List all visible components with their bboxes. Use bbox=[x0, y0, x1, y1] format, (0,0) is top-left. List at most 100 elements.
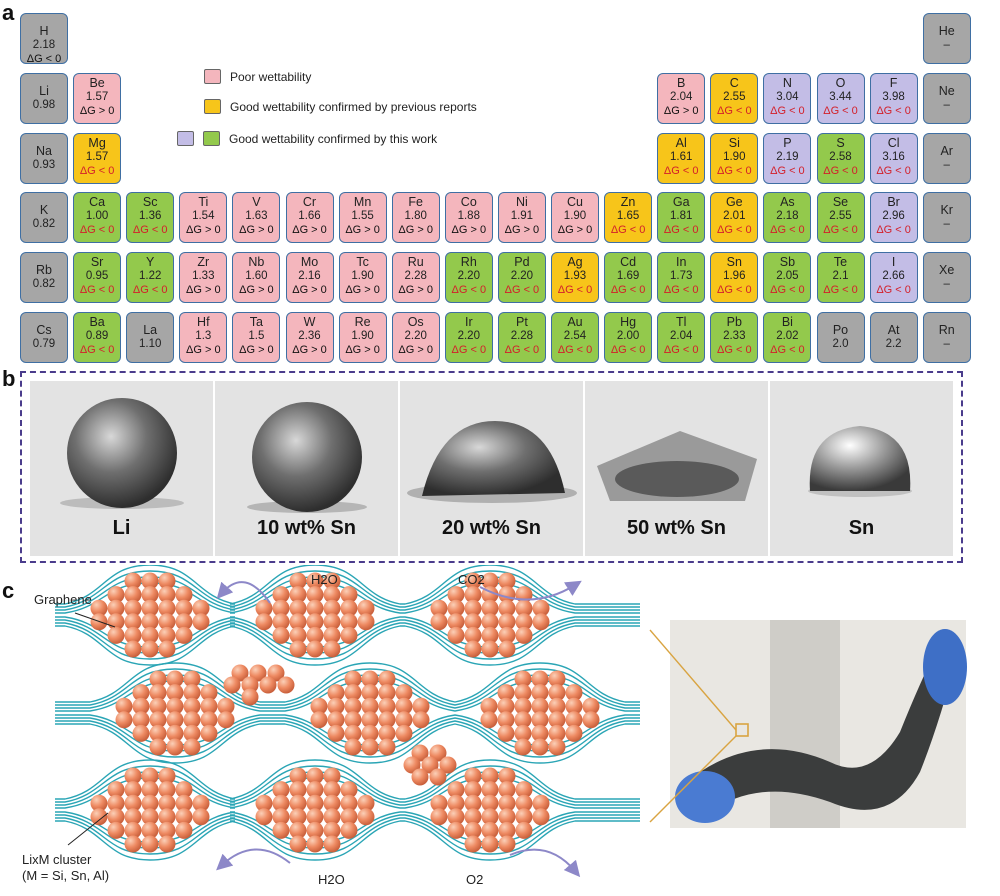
element-cell-ar: Ar – bbox=[922, 132, 971, 184]
legend-item-poor: Poor wettability bbox=[204, 69, 311, 84]
delta-g-label: ΔG < 0 bbox=[770, 224, 805, 237]
element-cell-br: Br 2.96 ΔG < 0 bbox=[869, 192, 918, 244]
droplet-image bbox=[60, 398, 184, 509]
h2o-top-arrow bbox=[216, 581, 271, 604]
lixm-sphere bbox=[395, 724, 413, 742]
element-symbol: He bbox=[938, 24, 955, 38]
element-symbol: Tl bbox=[675, 315, 687, 329]
lixm-sphere bbox=[447, 821, 465, 839]
co2-arrow bbox=[479, 580, 582, 601]
foil-photo bbox=[649, 620, 967, 828]
legend-text: Poor wettability bbox=[230, 69, 312, 84]
lixm-sphere bbox=[200, 724, 218, 742]
lixm-sphere bbox=[158, 599, 176, 617]
delta-g-label: ΔG < 0 bbox=[770, 164, 805, 177]
lixm-sphere bbox=[323, 613, 341, 631]
lixm-sphere bbox=[565, 697, 583, 715]
photo-10-sn: 10 wt% Sn bbox=[215, 381, 398, 556]
lixm-sphere bbox=[255, 808, 273, 826]
lixm-sphere bbox=[149, 684, 167, 702]
legend-item-previous: Good wettability confirmed by previous r… bbox=[204, 99, 477, 114]
lixm-sphere bbox=[132, 711, 150, 729]
electronegativity-value: 2.04 bbox=[669, 90, 693, 103]
lixm-sphere bbox=[532, 613, 550, 631]
lixm-sphere bbox=[340, 821, 358, 839]
element-symbol: Hg bbox=[620, 315, 637, 329]
element-cell-mn: Mn 1.55 ΔG > 0 bbox=[338, 192, 387, 244]
element-symbol: Os bbox=[407, 315, 424, 329]
electronegativity-value: 2.01 bbox=[723, 210, 746, 223]
lixm-sphere bbox=[289, 767, 307, 785]
electronegativity-value: 2.2 bbox=[885, 338, 902, 350]
delta-g-label: ΔG < 0 bbox=[823, 224, 858, 237]
element-symbol: At bbox=[887, 323, 900, 337]
lixm-sphere bbox=[464, 808, 482, 826]
element-symbol: Cr bbox=[302, 195, 317, 210]
lixm-sphere bbox=[344, 684, 362, 702]
lixm-sphere bbox=[306, 794, 324, 812]
element-cell-o: O 3.44 ΔG < 0 bbox=[816, 72, 865, 124]
lixm-sphere bbox=[464, 586, 482, 604]
lixm-sphere bbox=[200, 697, 218, 715]
lixm-sphere bbox=[323, 767, 341, 785]
lixm-sphere bbox=[361, 684, 379, 702]
element-symbol: Re bbox=[354, 315, 371, 329]
element-cell-os: Os 2.20 ΔG > 0 bbox=[391, 312, 440, 363]
lixm-sphere bbox=[532, 599, 550, 617]
lixm-sphere bbox=[231, 664, 249, 682]
lixm-sphere bbox=[481, 808, 499, 826]
element-cell-he: He – bbox=[922, 13, 971, 64]
lixm-sphere bbox=[149, 711, 167, 729]
lixm-sphere bbox=[464, 599, 482, 617]
legend-text: Good wettability confirmed by previous r… bbox=[230, 99, 477, 114]
lixm-sphere bbox=[107, 821, 125, 839]
lixm-sphere bbox=[141, 767, 159, 785]
lixm-sphere bbox=[361, 697, 379, 715]
lixm-sphere bbox=[217, 697, 235, 715]
electronegativity-value: 1.66 bbox=[298, 210, 321, 223]
electronegativity-value: 1.90 bbox=[351, 330, 374, 342]
electronegativity-value: 1.60 bbox=[245, 270, 268, 283]
lixm-sphere bbox=[306, 821, 324, 839]
lixm-sphere bbox=[498, 835, 516, 853]
green-swatch bbox=[203, 131, 220, 146]
lixm-sphere bbox=[132, 697, 150, 715]
lixm-sphere bbox=[361, 724, 379, 742]
lixm-sphere bbox=[306, 626, 324, 644]
lixm-sphere bbox=[582, 711, 600, 729]
element-symbol: Ga bbox=[672, 195, 690, 210]
element-cell-sb: Sb 2.05 ΔG < 0 bbox=[763, 252, 812, 304]
lixm-sphere bbox=[192, 794, 210, 812]
element-symbol: La bbox=[143, 323, 158, 337]
element-symbol: Rh bbox=[460, 255, 477, 270]
panel-a-letter: a bbox=[2, 0, 15, 25]
lixm-sphere bbox=[149, 738, 167, 756]
lixm-sphere bbox=[175, 613, 193, 631]
element-cell-fe: Fe 1.80 ΔG > 0 bbox=[391, 192, 440, 244]
delta-g-label: ΔG > 0 bbox=[345, 224, 380, 237]
lixm-sphere bbox=[357, 599, 375, 617]
lixm-sphere bbox=[565, 684, 583, 702]
element-symbol: Ta bbox=[249, 315, 263, 329]
element-symbol: Au bbox=[567, 315, 583, 329]
cluster-leader-line bbox=[67, 812, 109, 846]
lixm-sphere bbox=[429, 768, 447, 786]
element-symbol: Ca bbox=[89, 195, 106, 210]
lixm-sphere bbox=[141, 821, 159, 839]
lixm-sphere bbox=[141, 781, 159, 799]
element-symbol: H bbox=[39, 24, 49, 38]
delta-g-label: ΔG < 0 bbox=[79, 224, 115, 237]
element-cell-rn: Rn – bbox=[922, 312, 971, 363]
lixm-sphere bbox=[124, 808, 142, 826]
lixm-sphere bbox=[327, 684, 345, 702]
lixm-sphere bbox=[480, 697, 498, 715]
graphene-sheet bbox=[55, 720, 640, 758]
delta-g-label: ΔG < 0 bbox=[823, 284, 858, 297]
lixm-sphere bbox=[481, 781, 499, 799]
element-cell-f: F 3.98 ΔG < 0 bbox=[869, 72, 918, 124]
lixm-sphere bbox=[183, 697, 201, 715]
lixm-sphere bbox=[340, 808, 358, 826]
lixm-sphere bbox=[497, 697, 515, 715]
electronegativity-value: 2.02 bbox=[776, 330, 799, 342]
lixm-sphere bbox=[223, 676, 241, 694]
